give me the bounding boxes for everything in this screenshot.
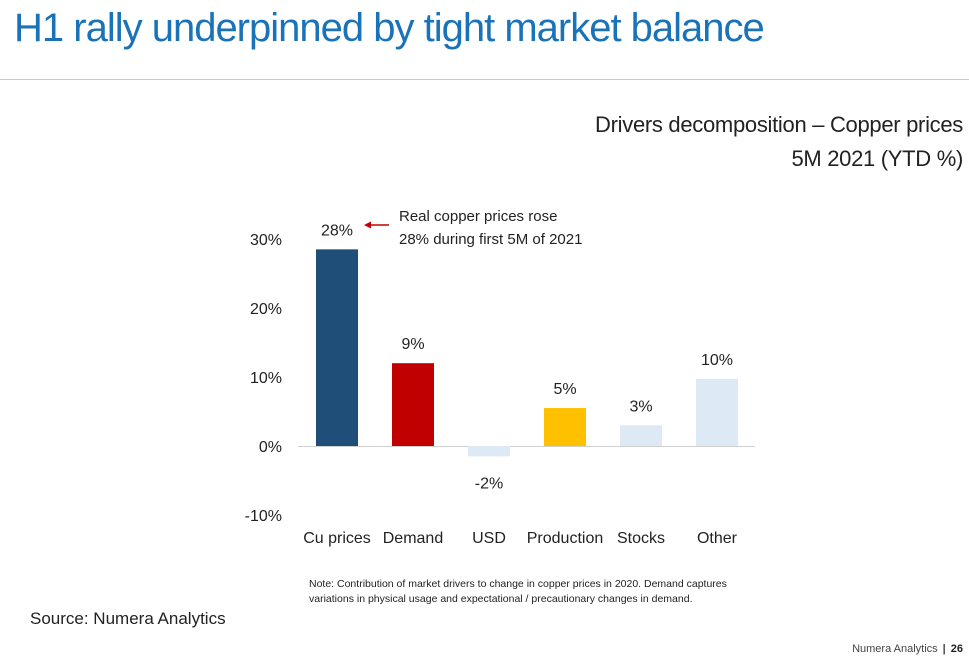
annotation-line1: Real copper prices rose xyxy=(399,208,557,225)
slide-title: H1 rally underpinned by tight market bal… xyxy=(14,6,765,50)
annotation-arrow-head xyxy=(364,221,371,229)
title-divider xyxy=(0,79,969,80)
category-label: USD xyxy=(472,530,506,547)
y-tick-label: 20% xyxy=(250,301,282,318)
data-label: 5% xyxy=(553,381,576,398)
bar-other xyxy=(696,379,738,446)
bar-usd xyxy=(468,446,510,457)
chart-heading: Drivers decomposition – Copper prices 5M… xyxy=(595,108,963,176)
chart-heading-line1: Drivers decomposition – Copper prices xyxy=(595,112,963,137)
category-label: Other xyxy=(697,530,738,547)
chart-note: Note: Contribution of market drivers to … xyxy=(309,578,727,605)
y-tick-label: 30% xyxy=(250,232,282,249)
y-tick-label: 10% xyxy=(250,370,282,387)
annotation-line2: 28% during first 5M of 2021 xyxy=(399,231,582,248)
bar-cu-prices xyxy=(316,249,358,446)
footer-separator: | xyxy=(942,643,946,655)
chart-heading-line2: 5M 2021 (YTD %) xyxy=(791,146,963,171)
page-number: 26 xyxy=(950,643,963,655)
category-label: Demand xyxy=(383,530,443,547)
y-tick-label: -10% xyxy=(245,508,282,525)
bar-production xyxy=(544,408,586,446)
category-label: Stocks xyxy=(617,530,665,547)
footer-brand: Numera Analytics xyxy=(852,643,938,655)
bar-stocks xyxy=(620,425,662,446)
data-label: 28% xyxy=(321,222,353,239)
data-label: 9% xyxy=(401,336,424,353)
bar-demand xyxy=(392,363,434,446)
y-tick-label: 0% xyxy=(259,439,282,456)
data-label: 3% xyxy=(629,398,652,415)
footer: Numera Analytics | 26 xyxy=(852,643,963,655)
category-label: Cu prices xyxy=(303,530,371,547)
category-label: Production xyxy=(527,530,604,547)
data-label: -2% xyxy=(475,475,503,492)
data-label: 10% xyxy=(701,352,733,369)
source-text: Source: Numera Analytics xyxy=(30,609,226,628)
